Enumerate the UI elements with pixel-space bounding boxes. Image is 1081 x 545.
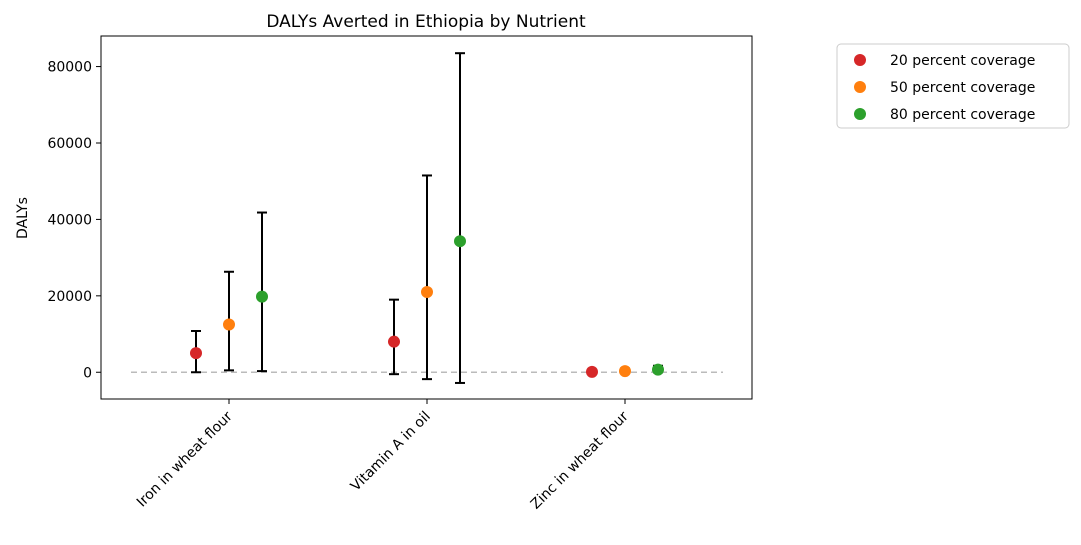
- legend-marker: [854, 108, 866, 120]
- legend-label: 80 percent coverage: [890, 107, 1035, 123]
- chart-title: DALYs Averted in Ethiopia by Nutrient: [266, 12, 586, 32]
- data-point: [421, 286, 433, 299]
- data-point: [256, 290, 268, 303]
- legend-label: 20 percent coverage: [890, 53, 1035, 69]
- y-tick-label: 80000: [47, 60, 92, 76]
- legend-frame: [836, 43, 1070, 129]
- y-axis-label: DALYs: [15, 197, 31, 239]
- x-tick-label: Iron in wheat flour: [134, 408, 236, 510]
- legend-label: 50 percent coverage: [890, 80, 1035, 96]
- x-tick-label: Zinc in wheat flour: [528, 408, 632, 512]
- data-point: [586, 365, 598, 378]
- y-tick-label: 0: [83, 365, 92, 381]
- data-point: [652, 363, 664, 376]
- legend-marker: [854, 81, 866, 93]
- legend: 20 percent coverage 50 percent coverage 80…: [836, 43, 1070, 129]
- y-tick-label: 60000: [47, 136, 92, 152]
- x-tick-label: Vitamin A in oil: [348, 409, 434, 495]
- data-point: [190, 347, 202, 360]
- plot-area: 0 20000 40000 60000 80000 Iron in wheat flour…: [47, 52, 723, 513]
- data-point: [388, 335, 400, 348]
- y-tick-label: 20000: [47, 289, 92, 305]
- y-tick-label: 40000: [47, 212, 92, 228]
- data-point: [619, 365, 631, 378]
- data-point: [223, 318, 235, 331]
- plot-frame: [100, 35, 753, 400]
- data-point: [454, 235, 466, 248]
- legend-marker: [854, 54, 866, 66]
